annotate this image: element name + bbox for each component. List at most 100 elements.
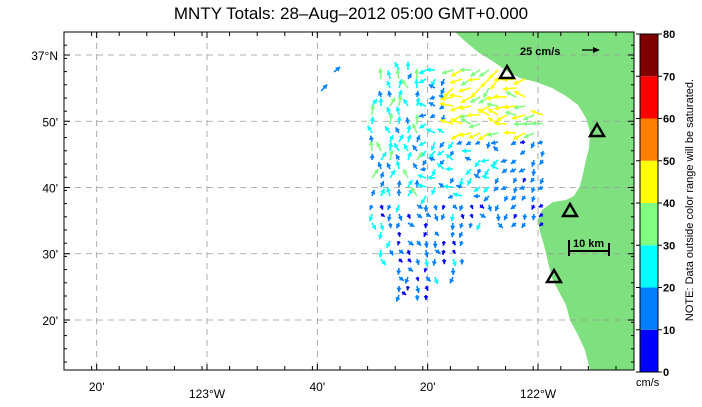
current-vector-arrow: [412, 162, 418, 170]
current-vector-arrow: [505, 91, 517, 98]
current-vector-arrow: [396, 267, 402, 275]
lon-label: 122°W: [520, 387, 557, 401]
current-vector-arrow: [423, 231, 428, 238]
current-vector-arrow: [369, 104, 376, 116]
current-vector-arrow: [465, 168, 472, 176]
current-vector-arrow: [428, 83, 436, 89]
colorbar-note: NOTE: Data outside color range will be s…: [684, 78, 696, 322]
current-vector-arrow: [417, 174, 427, 179]
current-vector-arrow: [379, 222, 385, 231]
colorbar-tick-label: 80: [663, 29, 675, 41]
current-vector-arrow: [522, 121, 535, 127]
current-vector-arrow: [474, 159, 481, 168]
current-vector-arrow: [503, 104, 517, 110]
current-vector-arrow: [473, 173, 481, 179]
current-vector-arrow: [531, 168, 537, 176]
current-vector-arrow: [429, 95, 436, 100]
current-vector-arrow: [431, 258, 437, 266]
current-vector-arrow: [386, 162, 392, 170]
colorbar-segment: [640, 329, 658, 372]
lon-label: 20': [89, 380, 105, 394]
current-vector-arrow: [412, 144, 418, 152]
current-vector-arrow: [459, 240, 464, 247]
current-vector-arrow: [423, 249, 430, 258]
current-vector-arrow: [410, 186, 418, 197]
current-vector-arrow: [379, 171, 385, 179]
current-vector-arrow: [388, 113, 394, 125]
current-vector-arrow: [389, 97, 396, 107]
current-vector-arrow: [476, 222, 482, 231]
current-vector-arrow: [371, 222, 377, 231]
lat-label: 50': [42, 115, 58, 129]
current-vector-arrow: [450, 267, 456, 276]
lat-label: 37°N: [31, 49, 58, 63]
current-vector-arrow: [386, 80, 392, 89]
current-vector-arrow: [403, 98, 409, 107]
current-vector-arrow: [476, 168, 482, 175]
scale-bar-label: 10 km: [573, 238, 604, 250]
current-vector-arrow: [425, 276, 432, 282]
current-vector-arrow: [416, 151, 424, 161]
current-vector-arrow: [415, 97, 421, 107]
current-vector-arrow: [538, 203, 544, 208]
current-vector-arrow: [377, 161, 383, 170]
current-vector-arrow: [470, 87, 481, 99]
colorbar-tick-label: 40: [663, 198, 675, 210]
triangle-station-icon: [587, 121, 607, 138]
longitude-labels: 20' 123°W 40' 20' 122°W: [89, 380, 557, 401]
current-vector-arrow: [431, 186, 436, 195]
current-vector-arrow: [423, 204, 429, 212]
current-vector-arrow: [434, 248, 441, 255]
colorbar: 80 70 60 50 40 30 20 10 0: [636, 29, 675, 379]
current-vector-arrow: [531, 213, 537, 221]
current-vector-arrow: [380, 258, 387, 266]
current-vector-arrow: [486, 102, 499, 108]
current-vector-arrow: [530, 109, 544, 116]
current-vector-arrow: [445, 166, 454, 172]
current-vector-arrow: [503, 195, 509, 202]
current-vector-arrow: [470, 69, 481, 77]
current-vector-arrow: [437, 128, 445, 134]
current-vector-arrow: [479, 69, 490, 78]
map-title: MNTY Totals: 28–Aug–2012 05:00 GMT+0.000: [173, 4, 529, 23]
current-vector-arrow: [371, 168, 380, 179]
current-vector-arrow: [481, 174, 490, 180]
current-vector-arrow: [482, 87, 490, 99]
current-vector-arrow: [420, 195, 427, 205]
current-vector-arrow: [425, 212, 432, 218]
current-vector-arrow: [395, 69, 401, 80]
current-vector-arrow: [434, 231, 440, 237]
current-vector-arrow: [459, 67, 472, 73]
current-vector-arrow: [521, 222, 527, 229]
current-vector-arrow: [405, 61, 411, 71]
scale-arrow-label: 25 cm/s: [520, 46, 560, 58]
current-vector-arrow: [406, 124, 412, 134]
current-vector-arrow: [386, 213, 392, 222]
current-vector-arrow: [496, 114, 508, 122]
current-vector-arrow: [368, 213, 374, 222]
lon-label: 123°W: [189, 387, 226, 401]
current-vector-arrow: [436, 162, 445, 170]
current-vector-arrow: [452, 192, 463, 198]
current-vector-arrow: [467, 112, 481, 118]
current-vector-arrow: [445, 153, 454, 161]
current-vector-arrow: [458, 204, 464, 212]
current-vector-arrow: [443, 184, 454, 190]
current-vector-arrow: [380, 151, 387, 161]
current-vector-arrow: [436, 150, 445, 156]
current-vector-arrow: [439, 101, 454, 107]
current-vector-arrow: [537, 139, 544, 145]
colorbar-tick-label: 70: [663, 71, 675, 83]
current-vector-arrow: [510, 159, 517, 165]
current-vector-arrow: [405, 285, 411, 291]
current-vector-arrow: [402, 168, 409, 179]
current-vector-arrow: [523, 132, 535, 139]
current-vector-arrow: [450, 231, 456, 238]
current-vector-arrow: [451, 258, 457, 267]
current-vector-arrow: [369, 116, 375, 125]
current-vector-arrow: [510, 140, 517, 146]
lon-label: 20': [420, 380, 436, 394]
current-vector-arrow: [519, 139, 526, 145]
current-vector-arrow: [376, 141, 382, 152]
current-vector-arrow: [440, 118, 454, 125]
